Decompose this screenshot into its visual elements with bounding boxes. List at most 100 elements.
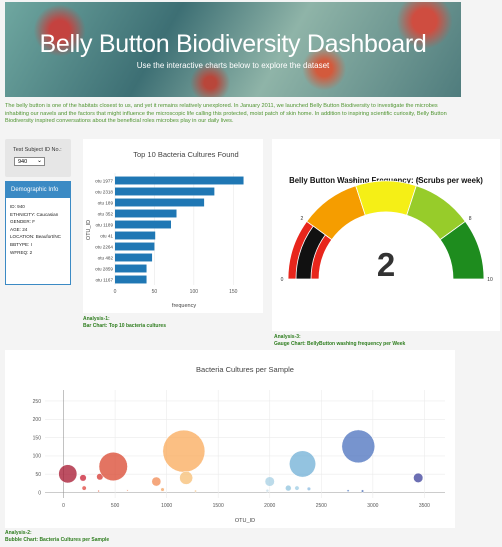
- bubble-point: [81, 485, 87, 491]
- bar-y-tick-label: otu 189: [98, 200, 114, 205]
- bar: [115, 209, 177, 218]
- demographic-location: LOCATION: Beaufort/NC: [10, 234, 61, 240]
- chevron-down-icon: ⌄: [36, 158, 42, 164]
- bubble-point: [79, 474, 87, 482]
- gauge-chart[interactable]: Belly Button Washing Frequency: (Scrubs …: [272, 139, 500, 331]
- intro-text: The belly button is one of the habitats …: [5, 103, 447, 125]
- gauge-value-bar: [295, 225, 326, 280]
- bar-y-tick-label: otu 352: [98, 211, 114, 216]
- bar-y-tick-label: otu 1977: [95, 178, 113, 183]
- bar: [115, 220, 171, 229]
- analysis-2-title: Analysis-2:: [5, 530, 32, 536]
- bubble-x-tick-label: 3000: [367, 503, 378, 509]
- gauge-tick-label: 8: [469, 216, 472, 222]
- bubble-point: [265, 488, 270, 493]
- bubble-point: [306, 486, 311, 491]
- bar: [115, 275, 147, 284]
- analysis-1-text: Bar Chart: Top 10 bacteria cultures: [83, 322, 166, 329]
- gauge-band: [439, 220, 485, 280]
- bubble-point: [97, 489, 100, 493]
- gauge-tick-label: 2: [300, 216, 303, 222]
- bubble-y-tick-label: 250: [33, 399, 42, 405]
- hero-banner: Belly Button Biodiversity Dashboard Use …: [5, 2, 461, 97]
- bubble-point: [194, 489, 197, 493]
- bubble-y-tick-label: 0: [38, 490, 41, 496]
- demographic-wfreq: WFREQ: 2: [10, 249, 33, 255]
- demographic-age: AGE: 24: [10, 226, 28, 232]
- demographic-ethnicity: ETHNICITY: Caucasian: [10, 211, 59, 217]
- page-subtitle: Use the interactive charts below to expl…: [136, 61, 330, 70]
- bubble-x-axis-label: OTU_ID: [235, 518, 255, 524]
- bar: [115, 176, 244, 185]
- bubble-point: [346, 489, 350, 493]
- bar-y-tick-label: otu 2264: [95, 244, 113, 249]
- bar-y-tick-label: otu 2859: [95, 266, 113, 271]
- bubble-chart-card: Bacteria Cultures per Sample 0 50 100 150 200…: [5, 350, 455, 528]
- page-title: Belly Button Biodiversity Dashboard: [39, 30, 427, 58]
- bar-y-tick-label: otu 1189: [95, 222, 113, 227]
- bar-y-axis-label: OTU_ID: [86, 220, 92, 240]
- bar-y-tick-label: otu 41: [100, 233, 113, 238]
- bar-chart[interactable]: Top 10 Bacteria Cultures Found 0 50 100 150 o…: [83, 139, 263, 313]
- bar-y-tick-label: otu 482: [98, 255, 114, 260]
- bubble-x-tick-label: 0: [62, 503, 65, 509]
- subject-selector-panel: Test Subject ID No.: 940 ⌄: [5, 139, 71, 177]
- bubble-y-tick-label: 100: [33, 454, 42, 460]
- bar-x-tick-label: 100: [190, 289, 199, 295]
- bar-x-tick-label: 0: [114, 289, 117, 295]
- bar: [115, 264, 147, 273]
- demographic-list: ID: 940 ETHNICITY: Caucasian GENDER: F A…: [6, 198, 70, 256]
- bar-chart-title: Top 10 Bacteria Cultures Found: [133, 150, 238, 159]
- demographic-gender: GENDER: F: [10, 219, 36, 225]
- bar-x-axis-label: frequency: [172, 303, 196, 309]
- bar-x-tick-label: 50: [152, 289, 158, 295]
- analysis-3: Analysis-3: Gauge Chart: BellyButton was…: [274, 334, 405, 347]
- bubble-point: [413, 472, 424, 483]
- bar-y-tick-label: otu 1167: [95, 277, 113, 282]
- bubble-point: [360, 489, 365, 493]
- analysis-1-title: Analysis-1:: [83, 316, 110, 322]
- bubble-x-tick-label: 2000: [264, 503, 275, 509]
- bubble-x-tick-label: 500: [111, 503, 120, 509]
- bubble-point: [179, 471, 193, 485]
- bubble-chart-title: Bacteria Cultures per Sample: [196, 365, 294, 374]
- bar: [115, 198, 205, 207]
- bubble-point: [341, 429, 376, 464]
- bubble-y-tick-label: 150: [33, 435, 42, 441]
- analysis-2: Analysis-2: Bubble Chart: Bacteria Cultu…: [5, 530, 109, 543]
- bubble-point: [289, 450, 316, 478]
- gauge-tick-label: 10: [487, 277, 493, 283]
- demographic-bbtype: BBTYPE: I: [10, 241, 32, 247]
- demographic-panel: Demographic Info ID: 940 ETHNICITY: Cauc…: [5, 181, 71, 285]
- bar-x-tick-label: 150: [229, 289, 238, 295]
- bubble-point: [98, 451, 128, 482]
- demographic-title: Demographic Info: [6, 182, 70, 198]
- demographic-id: ID: 940: [10, 204, 25, 209]
- analysis-3-text: Gauge Chart: BellyButton washing frequen…: [274, 340, 406, 347]
- subject-id-value: 940: [18, 159, 28, 165]
- bubble-point: [162, 429, 206, 473]
- gauge-tick-label: 0: [281, 277, 284, 283]
- bubble-point: [151, 476, 162, 487]
- subject-id-select[interactable]: 940 ⌄: [14, 157, 45, 166]
- analysis-2-text: Bubble Chart: Bacteria Cultures per Samp…: [5, 536, 110, 543]
- bubble-x-tick-label: 1500: [213, 503, 224, 509]
- bubble-x-tick-label: 2500: [316, 503, 327, 509]
- analysis-3-title: Analysis-3:: [274, 334, 301, 340]
- bar: [115, 187, 215, 196]
- gauge-value-label: 2: [377, 246, 395, 283]
- analysis-1: Analysis-1: Bar Chart: Top 10 bacteria c…: [83, 316, 166, 329]
- bar-chart-card: Top 10 Bacteria Cultures Found 0 50 100 150 o…: [83, 139, 263, 313]
- bubble-point: [126, 489, 129, 492]
- bar-y-tick-label: otu 2318: [95, 189, 113, 194]
- bubble-y-tick-label: 50: [35, 472, 41, 478]
- bubble-point: [294, 485, 300, 491]
- bubble-y-tick-label: 200: [33, 417, 42, 423]
- bubble-chart[interactable]: Bacteria Cultures per Sample 0 50 100 150 200…: [5, 350, 455, 528]
- bubble-point: [58, 464, 78, 484]
- gauge-chart-card: Belly Button Washing Frequency: (Scrubs …: [272, 139, 500, 331]
- bubble-point: [285, 484, 292, 492]
- bubble-x-tick-label: 3500: [419, 503, 430, 509]
- bubble-point: [264, 476, 275, 487]
- gauge-tick-label: 6: [417, 178, 420, 184]
